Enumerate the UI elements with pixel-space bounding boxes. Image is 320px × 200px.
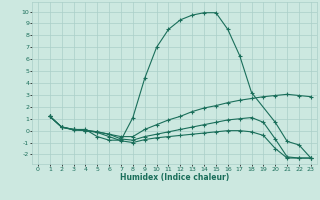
X-axis label: Humidex (Indice chaleur): Humidex (Indice chaleur): [120, 173, 229, 182]
